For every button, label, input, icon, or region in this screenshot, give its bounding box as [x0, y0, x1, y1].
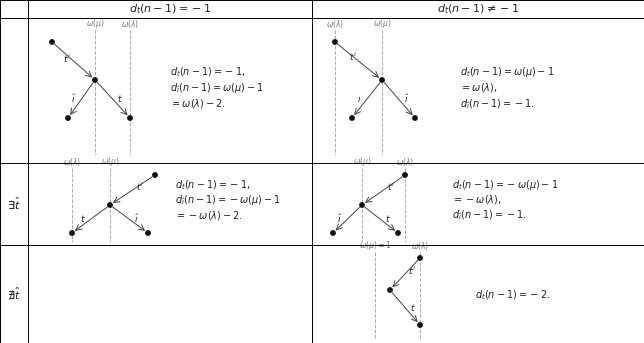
Text: $d_t(n-1) = -2.$: $d_t(n-1) = -2.$ [475, 288, 550, 302]
Circle shape [70, 231, 74, 235]
Text: $\hat{\imath}$: $\hat{\imath}$ [337, 213, 342, 225]
Text: $d_{\hat{\imath}}(n-1) = -1.$: $d_{\hat{\imath}}(n-1) = -1.$ [460, 97, 535, 111]
Text: $\omega(\mu)$: $\omega(\mu)$ [100, 155, 119, 168]
Text: $\omega(\lambda)$: $\omega(\lambda)$ [326, 18, 344, 30]
Text: $d_{\hat{\imath}}(n-1) = \omega(\mu)-1$: $d_{\hat{\imath}}(n-1) = \omega(\mu)-1$ [170, 81, 263, 95]
Text: $\hat{\imath}$: $\hat{\imath}$ [71, 93, 76, 105]
Circle shape [418, 323, 422, 327]
Text: $\hat{\imath}$: $\hat{\imath}$ [404, 93, 409, 105]
Text: $d_t(n-1) \neq -1$: $d_t(n-1) \neq -1$ [437, 2, 519, 16]
Text: $t$: $t$ [117, 94, 122, 105]
Circle shape [402, 173, 407, 177]
Circle shape [350, 116, 354, 120]
Circle shape [380, 78, 384, 82]
Text: $t$: $t$ [385, 213, 391, 225]
Text: $\omega(\lambda)$: $\omega(\lambda)$ [411, 240, 429, 252]
Text: $\omega(\mu)$: $\omega(\mu)$ [86, 17, 104, 30]
Text: $d_{\hat{\imath}}(n-1) = -\omega(\mu)-1$: $d_{\hat{\imath}}(n-1) = -\omega(\mu)-1$ [175, 193, 281, 207]
Text: $\hat{\imath}$: $\hat{\imath}$ [135, 213, 140, 225]
Text: $\omega(\mu)$: $\omega(\mu)$ [353, 155, 372, 168]
Circle shape [331, 231, 335, 235]
Text: $\omega(\lambda)$: $\omega(\lambda)$ [121, 18, 139, 30]
Circle shape [128, 116, 132, 120]
Text: $= -\omega(\lambda),$: $= -\omega(\lambda),$ [452, 193, 502, 206]
Text: $t$: $t$ [410, 302, 416, 313]
Text: $t'$: $t'$ [348, 51, 356, 62]
Text: $t'$: $t'$ [62, 52, 70, 63]
Text: $\imath$: $\imath$ [357, 95, 361, 104]
Text: $= \omega(\lambda),$: $= \omega(\lambda),$ [460, 82, 498, 95]
Text: $t$: $t$ [80, 213, 86, 225]
Circle shape [108, 203, 112, 207]
Text: $\omega(\lambda)$: $\omega(\lambda)$ [63, 156, 81, 168]
Circle shape [418, 256, 422, 260]
Text: $= -\omega(\lambda)-2.$: $= -\omega(\lambda)-2.$ [175, 209, 243, 222]
Text: $d_{\hat{\imath}}(n-1) = -1.$: $d_{\hat{\imath}}(n-1) = -1.$ [452, 208, 527, 222]
Circle shape [93, 78, 97, 82]
Text: $\exists\hat{t}$: $\exists\hat{t}$ [7, 196, 21, 212]
Text: $d_t(n-1) = \omega(\mu)-1$: $d_t(n-1) = \omega(\mu)-1$ [460, 65, 554, 79]
Text: $t'$: $t'$ [408, 264, 416, 275]
Circle shape [388, 288, 392, 292]
Text: $t'$: $t'$ [136, 180, 144, 191]
Text: $d_t(n-1) = -1,$: $d_t(n-1) = -1,$ [170, 65, 245, 79]
Text: $\omega(\mu){=}1$: $\omega(\mu){=}1$ [359, 239, 392, 252]
Circle shape [50, 40, 54, 44]
Circle shape [66, 116, 70, 120]
Text: $d_t(n-1) = -1,$: $d_t(n-1) = -1,$ [175, 178, 251, 192]
Text: $d_t(n-1) = -\omega(\mu)-1$: $d_t(n-1) = -\omega(\mu)-1$ [452, 178, 558, 192]
Circle shape [413, 116, 417, 120]
Text: $\omega(\lambda)$: $\omega(\lambda)$ [396, 156, 414, 168]
Text: $\omega(\mu)$: $\omega(\mu)$ [373, 17, 392, 30]
Circle shape [153, 173, 157, 177]
Circle shape [333, 40, 337, 44]
Text: $= \omega(\lambda)-2.$: $= \omega(\lambda)-2.$ [170, 97, 225, 110]
Text: $\nexists\hat{t}$: $\nexists\hat{t}$ [7, 286, 21, 302]
Text: $d_t(n-1) = -1$: $d_t(n-1) = -1$ [129, 2, 211, 16]
Circle shape [146, 231, 150, 235]
Circle shape [360, 203, 365, 207]
Circle shape [396, 231, 400, 235]
Text: $t'$: $t'$ [386, 180, 394, 191]
